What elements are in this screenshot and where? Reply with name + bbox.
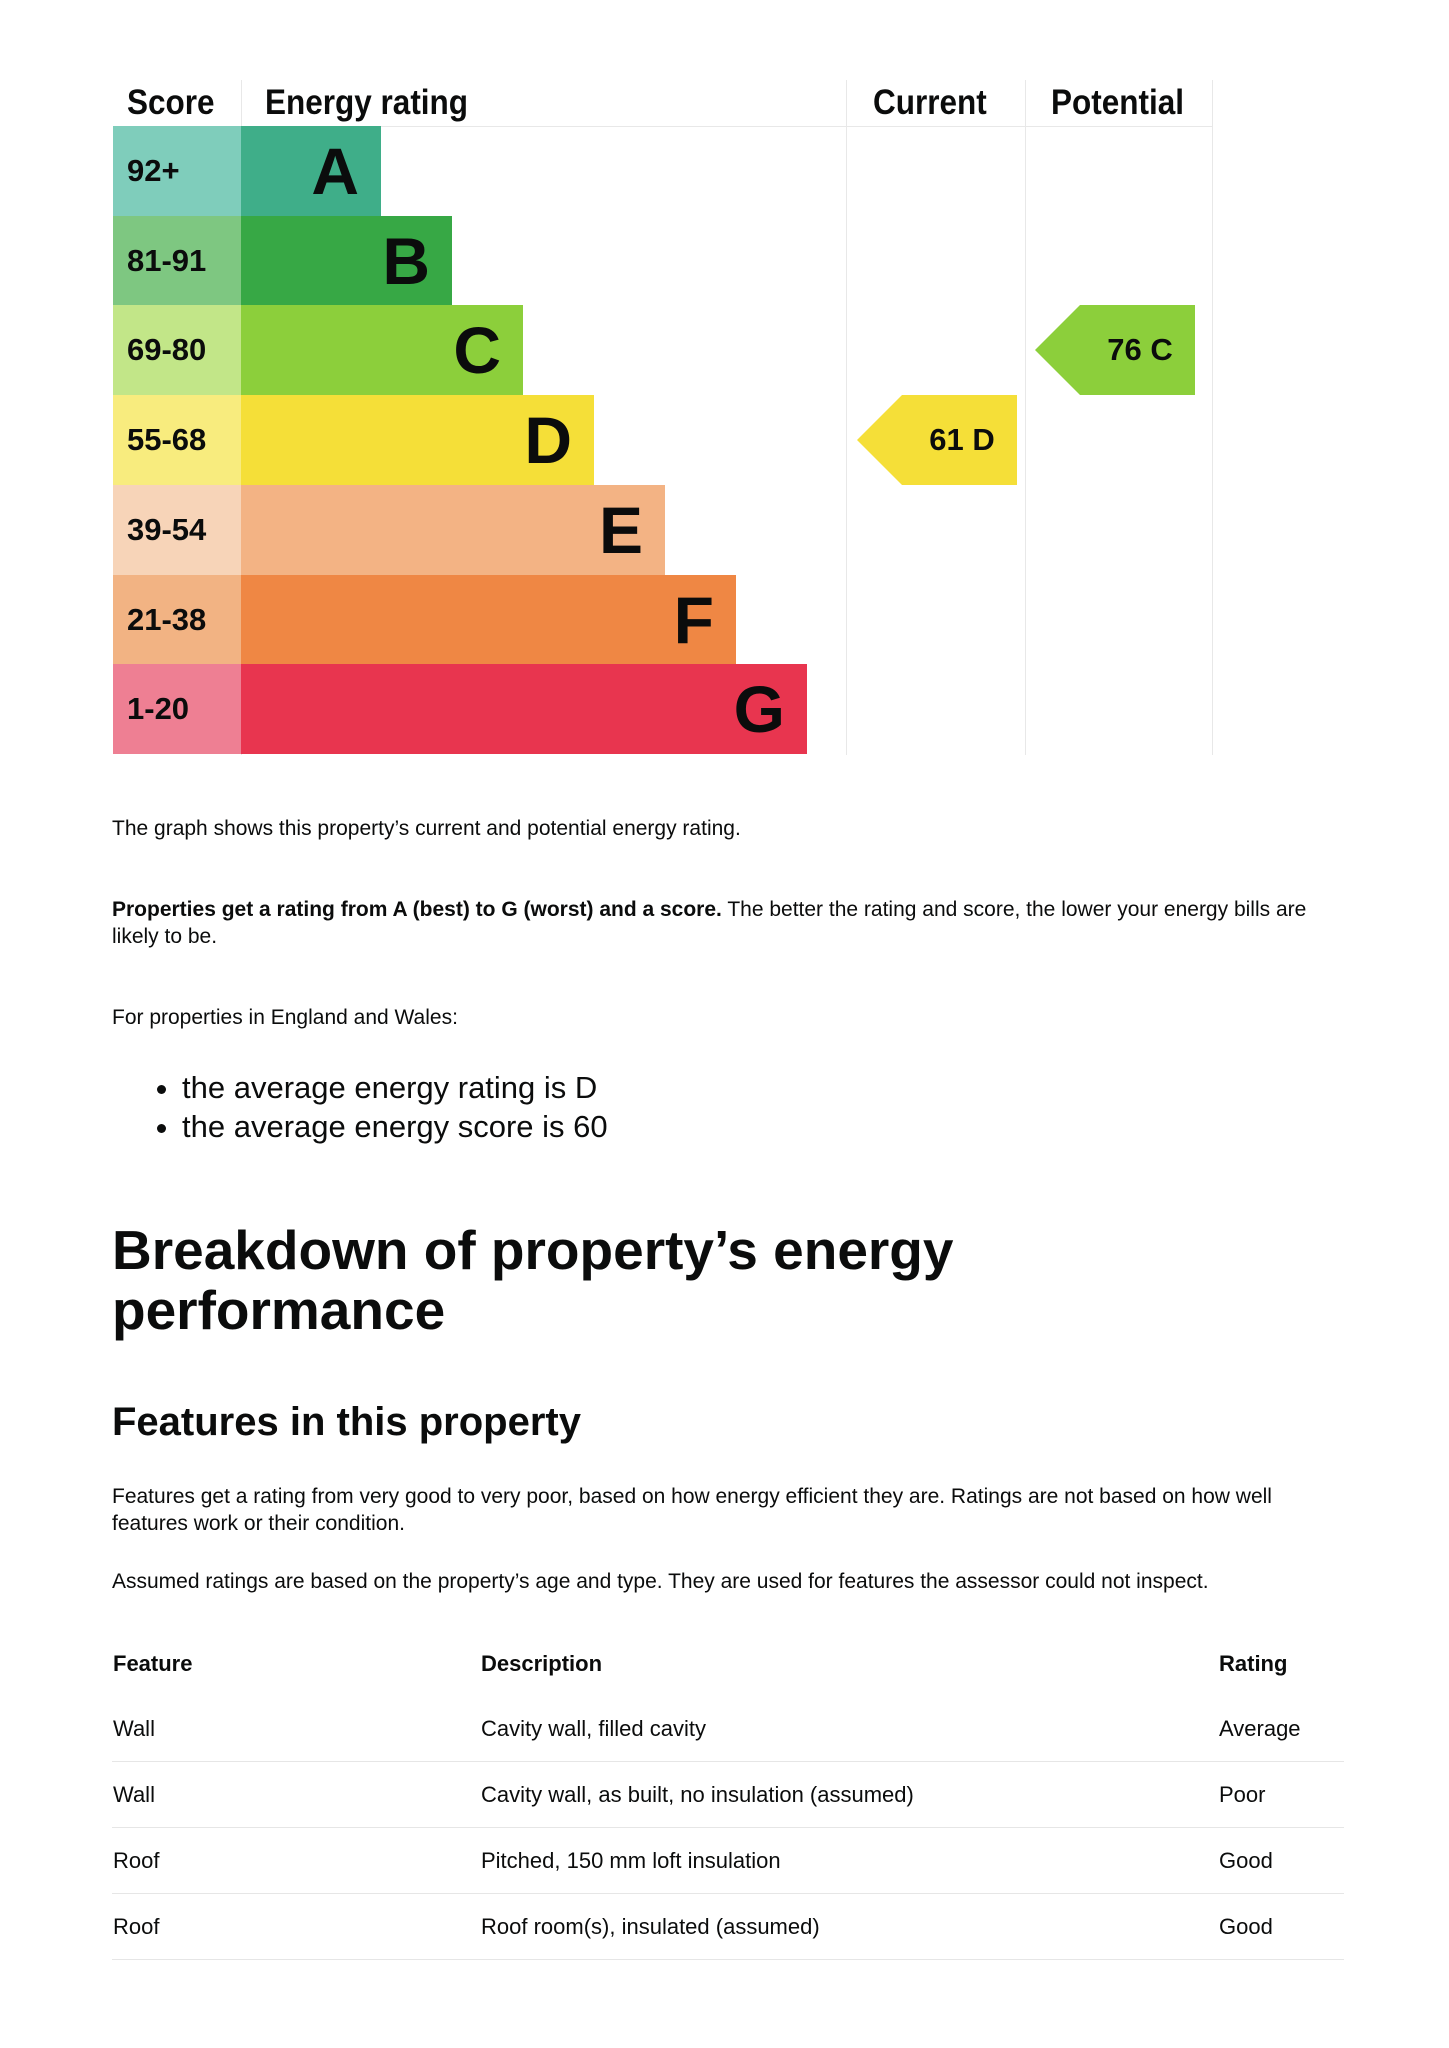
energy-rating-chart: Score Energy rating Current Potential 92… — [113, 80, 1213, 755]
england-note: For properties in England and Wales: — [112, 1006, 458, 1029]
list-item: the average energy score is 60 — [182, 1107, 608, 1146]
score-range: 55-68 — [113, 395, 241, 486]
rating-bar: A — [241, 126, 381, 216]
energy-rating-header: Energy rating — [265, 83, 469, 122]
rating-letter: C — [453, 313, 501, 388]
section-title: Features in this property — [112, 1400, 581, 1444]
header-divider — [113, 126, 1213, 127]
potential-header: Potential — [1051, 83, 1185, 122]
potential-rating-label: 76 C — [1107, 332, 1173, 368]
rating-rest: The better the rating and score, the low… — [112, 898, 1307, 948]
cell: Wall — [112, 1761, 480, 1828]
rating-bar: F — [241, 574, 736, 665]
divider — [846, 80, 847, 755]
rating-bar: E — [241, 484, 665, 575]
current-rating-arrow: 61 D — [857, 395, 1017, 486]
cell: Roof — [112, 1893, 480, 1960]
rating-bar: C — [241, 305, 523, 396]
rating-letter: G — [733, 672, 785, 747]
rating-letter: A — [311, 134, 359, 208]
score-range: 69-80 — [113, 305, 241, 396]
rating-bar: B — [241, 215, 452, 306]
rating-letter: B — [382, 223, 430, 298]
averages-list: the average energy rating is D the avera… — [112, 1068, 608, 1146]
current-rating-label: 61 D — [929, 422, 995, 458]
features-note: Features get a rating from very good to … — [112, 1485, 1272, 1535]
rating-bar: D — [241, 395, 594, 486]
rating-bar: G — [241, 664, 807, 755]
score-range: 81-91 — [113, 215, 241, 306]
cell: Average — [1218, 1696, 1344, 1762]
features-table: Feature Description Rating Wall Cavity wa… — [112, 1632, 1344, 1960]
cell: Wall — [112, 1696, 480, 1762]
rating-letter: D — [524, 403, 572, 478]
assumed-note: Assumed ratings are based on the propert… — [112, 1570, 1209, 1593]
table-row: Roof Roof room(s), insulated (assumed) Goo… — [112, 1893, 1344, 1960]
score-range: 21-38 — [113, 574, 241, 665]
table-row: Roof Pitched, 150 mm loft insulation Good — [112, 1827, 1344, 1894]
cell: Poor — [1218, 1761, 1344, 1828]
current-header: Current — [873, 83, 987, 122]
cell: Good — [1218, 1893, 1344, 1960]
cell: Roof — [112, 1827, 480, 1894]
cell: Pitched, 150 mm loft insulation — [480, 1827, 1218, 1894]
score-range: 1-20 — [113, 664, 241, 755]
divider — [1212, 80, 1213, 755]
score-header: Score — [127, 83, 215, 122]
rating-letter: E — [598, 492, 643, 567]
description-header: Description — [481, 1651, 603, 1676]
cell: Roof room(s), insulated (assumed) — [480, 1893, 1218, 1960]
page-title: Breakdown of property’s energy performan… — [112, 1219, 954, 1341]
rating-bold: Properties get a rating from A (best) to… — [112, 898, 722, 921]
list-item: the average energy rating is D — [182, 1068, 608, 1107]
rating-note: Properties get a rating from A (best) to… — [112, 896, 1342, 950]
potential-rating-arrow: 76 C — [1035, 305, 1195, 396]
feature-header: Feature — [113, 1651, 193, 1676]
table-row: Wall Cavity wall, filled cavity Average — [112, 1696, 1344, 1762]
score-range: 39-54 — [113, 484, 241, 575]
rating-header: Rating — [1219, 1651, 1288, 1676]
rating-letter: F — [673, 582, 714, 657]
cell: Cavity wall, filled cavity — [480, 1696, 1218, 1762]
table-row: Wall Cavity wall, as built, no insulation… — [112, 1761, 1344, 1828]
divider — [1025, 80, 1026, 755]
graph-note: The graph shows this property’s current … — [112, 817, 741, 840]
score-range: 92+ — [113, 126, 241, 216]
cell: Cavity wall, as built, no insulation (as… — [480, 1761, 1218, 1828]
cell: Good — [1218, 1827, 1344, 1894]
